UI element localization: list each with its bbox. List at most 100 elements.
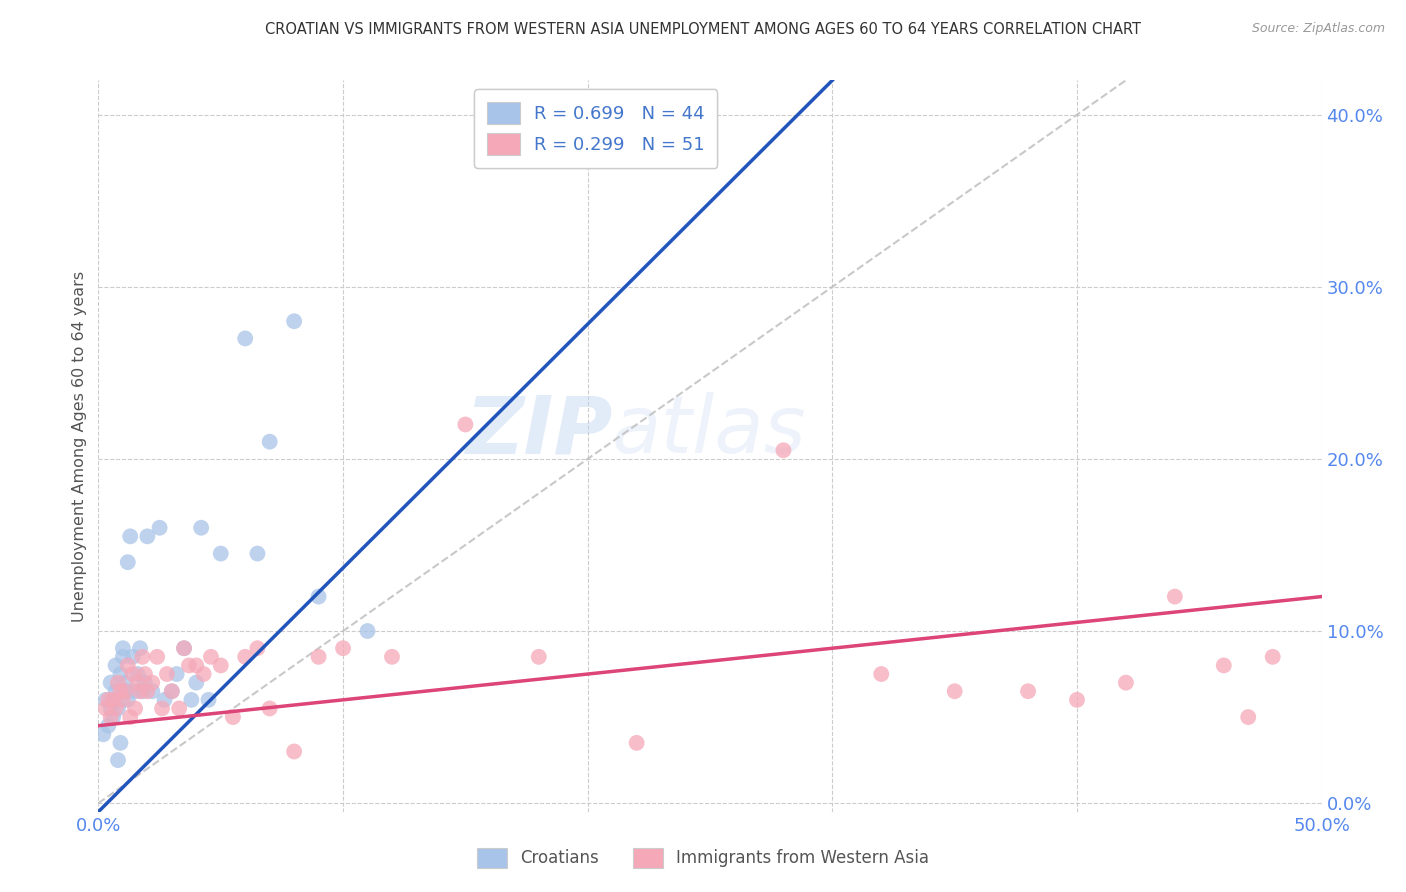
Point — [1237, 710, 1260, 724]
Y-axis label: Unemployment Among Ages 60 to 64 years: Unemployment Among Ages 60 to 64 years — [72, 270, 87, 622]
Text: Source: ZipAtlas.com: Source: ZipAtlas.com — [1251, 22, 1385, 36]
Point — [101, 710, 124, 724]
Point — [527, 649, 550, 664]
Point — [121, 667, 143, 681]
Point — [1115, 675, 1137, 690]
Point — [134, 667, 156, 681]
Point — [127, 667, 149, 681]
Point — [101, 693, 124, 707]
Point — [101, 693, 124, 707]
Point — [107, 701, 129, 715]
Point — [332, 641, 354, 656]
Point — [134, 675, 156, 690]
Legend: Croatians, Immigrants from Western Asia: Croatians, Immigrants from Western Asia — [471, 841, 935, 875]
Text: atlas: atlas — [612, 392, 807, 470]
Point — [259, 434, 281, 449]
Point — [200, 649, 222, 664]
Point — [186, 658, 208, 673]
Point — [1164, 590, 1187, 604]
Point — [111, 649, 134, 664]
Point — [107, 753, 129, 767]
Point — [124, 684, 146, 698]
Point — [173, 641, 195, 656]
Point — [97, 693, 120, 707]
Point — [120, 710, 142, 724]
Point — [114, 675, 136, 690]
Point — [160, 684, 183, 698]
Legend: R = 0.699   N = 44, R = 0.299   N = 51: R = 0.699 N = 44, R = 0.299 N = 51 — [474, 89, 717, 168]
Point — [283, 314, 305, 328]
Point — [110, 736, 132, 750]
Point — [104, 658, 127, 673]
Point — [259, 701, 281, 715]
Point — [149, 521, 172, 535]
Point — [233, 649, 256, 664]
Point — [943, 684, 966, 698]
Point — [1261, 649, 1284, 664]
Point — [131, 684, 153, 698]
Point — [110, 667, 132, 681]
Point — [117, 693, 139, 707]
Point — [1212, 658, 1234, 673]
Point — [308, 649, 330, 664]
Point — [180, 693, 202, 707]
Point — [127, 675, 149, 690]
Point — [114, 684, 136, 698]
Point — [177, 658, 200, 673]
Point — [110, 684, 132, 698]
Point — [94, 701, 117, 715]
Point — [150, 701, 173, 715]
Point — [197, 693, 219, 707]
Point — [141, 675, 163, 690]
Point — [190, 521, 212, 535]
Point — [153, 693, 176, 707]
Point — [166, 667, 188, 681]
Point — [146, 649, 169, 664]
Point — [222, 710, 245, 724]
Point — [870, 667, 893, 681]
Point — [356, 624, 378, 638]
Point — [121, 649, 143, 664]
Point — [246, 641, 269, 656]
Point — [129, 684, 152, 698]
Point — [124, 701, 146, 715]
Point — [209, 658, 232, 673]
Point — [308, 590, 330, 604]
Point — [209, 547, 232, 561]
Point — [246, 547, 269, 561]
Point — [193, 667, 215, 681]
Point — [283, 744, 305, 758]
Point — [1066, 693, 1088, 707]
Point — [141, 684, 163, 698]
Point — [104, 701, 127, 715]
Point — [97, 719, 120, 733]
Point — [100, 701, 122, 715]
Text: CROATIAN VS IMMIGRANTS FROM WESTERN ASIA UNEMPLOYMENT AMONG AGES 60 TO 64 YEARS : CROATIAN VS IMMIGRANTS FROM WESTERN ASIA… — [264, 22, 1142, 37]
Text: ZIP: ZIP — [465, 392, 612, 470]
Point — [186, 675, 208, 690]
Point — [94, 693, 117, 707]
Point — [173, 641, 195, 656]
Point — [100, 675, 122, 690]
Point — [1017, 684, 1039, 698]
Point — [454, 417, 477, 432]
Point — [111, 693, 134, 707]
Point — [160, 684, 183, 698]
Point — [100, 710, 122, 724]
Point — [120, 529, 142, 543]
Point — [626, 736, 648, 750]
Point — [381, 649, 404, 664]
Point — [111, 641, 134, 656]
Point — [233, 331, 256, 345]
Point — [114, 684, 136, 698]
Point — [167, 701, 190, 715]
Point — [136, 529, 159, 543]
Point — [117, 658, 139, 673]
Point — [136, 684, 159, 698]
Point — [107, 675, 129, 690]
Point — [104, 684, 127, 698]
Point — [772, 443, 794, 458]
Point — [91, 727, 114, 741]
Point — [131, 649, 153, 664]
Point — [129, 641, 152, 656]
